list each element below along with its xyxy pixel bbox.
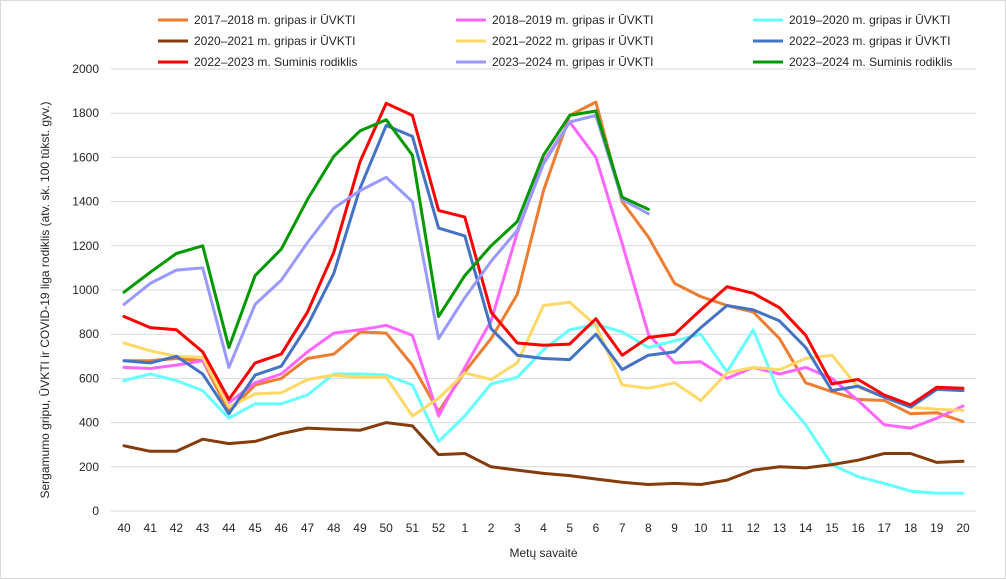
y-tick-label: 200 — [79, 460, 99, 474]
x-tick-label: 47 — [301, 521, 315, 535]
legend: 2017–2018 m. gripas ir ŪVKTI 2018–2019 m.… — [158, 13, 952, 69]
legend-label: 2019–2020 m. gripas ir ŪVKTI — [789, 13, 950, 27]
x-tick-label: 7 — [619, 521, 626, 535]
series-line-1 — [122, 100, 965, 423]
x-tick-label: 19 — [930, 521, 944, 535]
y-axis-title: Sergamumo gripu, ŪVKTI ir COVID-19 liga … — [38, 101, 52, 498]
x-tick-label: 46 — [275, 521, 289, 535]
legend-label: 2023–2024 m. Suminis rodiklis — [789, 55, 952, 69]
series-line-3 — [122, 322, 965, 495]
series-line-8 — [122, 113, 650, 369]
gridlines — [111, 68, 976, 512]
x-tick-label: 6 — [593, 521, 600, 535]
legend-label: 2022–2023 m. Suminis rodiklis — [194, 55, 357, 69]
y-tick-label: 1600 — [72, 150, 99, 164]
series-line-9 — [122, 109, 650, 349]
x-tick-label: 9 — [671, 521, 678, 535]
x-axis-title: Metų savaitė — [509, 546, 577, 560]
x-tick-label: 41 — [144, 521, 158, 535]
y-tick-label: 1000 — [72, 283, 99, 297]
x-tick-label: 50 — [380, 521, 394, 535]
legend-label: 2022–2023 m. gripas ir ŪVKTI — [789, 34, 950, 48]
legend-label: 2018–2019 m. gripas ir ŪVKTI — [492, 13, 653, 27]
x-tick-label: 49 — [353, 521, 367, 535]
x-tick-label: 10 — [694, 521, 708, 535]
x-tick-label: 13 — [773, 521, 787, 535]
x-tick-label: 40 — [117, 521, 131, 535]
x-tick-label: 52 — [432, 521, 446, 535]
legend-label: 2020–2021 m. gripas ir ŪVKTI — [194, 34, 355, 48]
x-tick-label: 51 — [406, 521, 420, 535]
y-tick-label: 1400 — [72, 195, 99, 209]
x-tick-label: 20 — [956, 521, 970, 535]
legend-label: 2017–2018 m. gripas ir ŪVKTI — [194, 13, 355, 27]
legend-label: 2021–2022 m. gripas ir ŪVKTI — [492, 34, 653, 48]
x-tick-label: 42 — [170, 521, 184, 535]
y-tick-label: 600 — [79, 371, 99, 385]
x-tick-label: 43 — [196, 521, 210, 535]
y-tick-label: 2000 — [72, 62, 99, 76]
x-tick-label: 5 — [566, 521, 573, 535]
x-tick-label: 12 — [747, 521, 761, 535]
x-tick-label: 15 — [825, 521, 839, 535]
legend-label: 2023–2024 m. gripas ir ŪVKTI — [492, 55, 653, 69]
series-lines — [122, 100, 965, 495]
x-tick-label: 48 — [327, 521, 341, 535]
x-tick-label: 16 — [851, 521, 865, 535]
y-tick-label: 1200 — [72, 239, 99, 253]
x-tick-label: 45 — [248, 521, 262, 535]
y-tick-label: 1800 — [72, 106, 99, 120]
series-line-4 — [122, 421, 965, 486]
x-tick-label: 18 — [904, 521, 918, 535]
series-line-6 — [122, 123, 965, 416]
x-tick-label: 2 — [488, 521, 495, 535]
x-tick-label: 17 — [878, 521, 892, 535]
x-tick-label: 44 — [222, 521, 236, 535]
y-tick-label: 400 — [79, 416, 99, 430]
x-tick-label: 14 — [799, 521, 813, 535]
x-tick-label: 3 — [514, 521, 521, 535]
x-tick-label: 1 — [462, 521, 469, 535]
axes: 0 200 400 600 800 1000 1200 1400 1600 1800 2000 40 4… — [72, 62, 970, 535]
series-line-7 — [122, 101, 965, 407]
x-tick-label: 8 — [645, 521, 652, 535]
y-tick-label: 0 — [92, 504, 99, 518]
x-tick-label: 4 — [540, 521, 547, 535]
series-line-5 — [122, 300, 965, 418]
y-tick-label: 800 — [79, 327, 99, 341]
x-tick-label: 11 — [721, 521, 734, 535]
